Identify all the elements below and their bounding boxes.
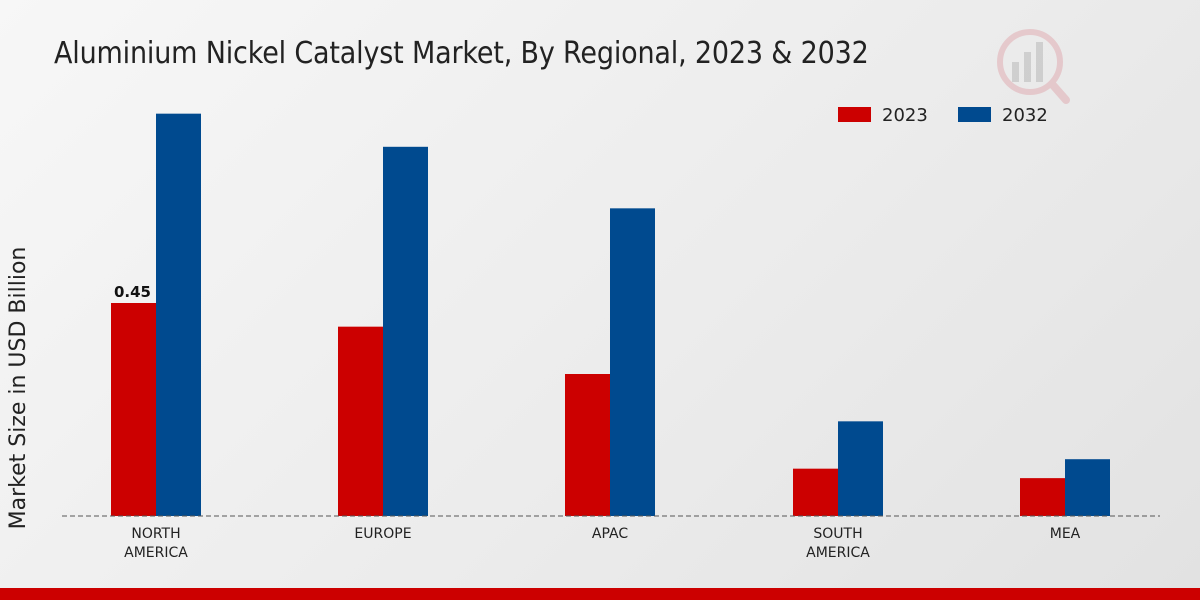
x-tick-label-2: APAC xyxy=(592,526,628,542)
bar-2032-4 xyxy=(1065,459,1110,516)
legend-label-2023: 2023 xyxy=(882,105,928,126)
chart-title: Aluminium Nickel Catalyst Market, By Reg… xyxy=(54,36,869,71)
watermark-logo xyxy=(997,29,1070,104)
x-tick-label-3: SOUTH AMERICA xyxy=(806,526,870,561)
bars-group xyxy=(111,113,1110,517)
x-tick-label-1: EUROPE xyxy=(354,526,411,542)
bottom-accent-bar xyxy=(0,588,1200,600)
bar-2032-0 xyxy=(156,113,201,517)
bar-2032-1 xyxy=(383,146,428,517)
x-tick-label-0: NORTH AMERICA xyxy=(124,526,188,561)
legend-swatch-2032 xyxy=(958,107,991,122)
bar-2023-0 xyxy=(111,303,156,516)
legend-swatch-2023 xyxy=(838,107,871,122)
x-tick-label-4: MEA xyxy=(1050,526,1081,542)
legend: 2023 2032 xyxy=(838,105,1048,126)
x-tick-labels: NORTH AMERICA EUROPE APAC SOUTH AMERICA MEA xyxy=(124,526,1081,561)
bar-2023-2 xyxy=(565,374,610,516)
bar-2023-4 xyxy=(1020,478,1065,516)
bar-2032-3 xyxy=(838,421,883,516)
legend-label-2032: 2032 xyxy=(1002,105,1048,126)
y-axis-label: Market Size in USD Billion xyxy=(6,247,31,530)
bar-2023-1 xyxy=(338,326,383,516)
bar-2032-2 xyxy=(610,208,655,517)
bar-2023-3 xyxy=(793,468,838,516)
data-labels: 0.45 xyxy=(114,283,151,301)
data-label-0: 0.45 xyxy=(114,283,151,301)
